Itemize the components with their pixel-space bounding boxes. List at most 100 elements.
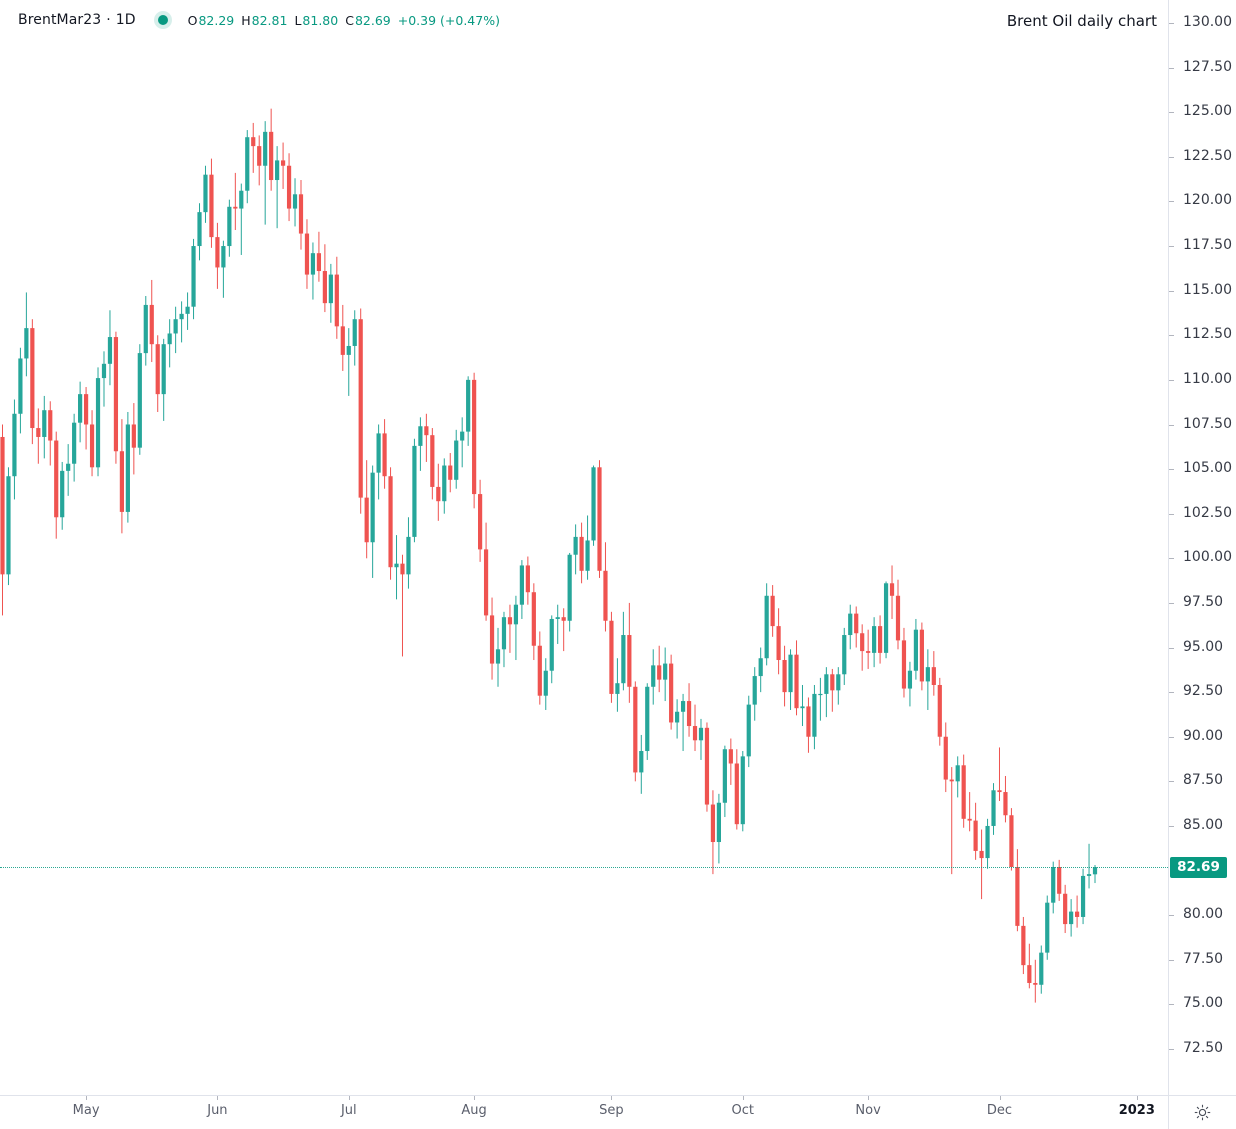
axis-settings-corner[interactable] [1169, 1096, 1236, 1129]
price-tick-mark [1169, 379, 1174, 381]
price-axis[interactable]: 82.69 130.00 127.50 125.00 122.50 120.00 117.… [1169, 0, 1236, 1095]
candle-body [645, 686, 650, 752]
candle-body [257, 146, 262, 166]
candle-body [764, 595, 769, 659]
close-label: C [345, 12, 354, 28]
candle-body [979, 850, 984, 859]
chart-plot-area[interactable]: BrentMar23 · 1D O 82.29 H 82.81 L 81.80 … [0, 0, 1168, 1095]
candle-body [746, 704, 751, 757]
candle-wick [801, 684, 803, 727]
candle-body [1086, 874, 1092, 876]
candle-body [334, 274, 339, 327]
time-axis[interactable]: May Jun Jul Aug Sep Oct Nov Dec 2023 [0, 1096, 1168, 1129]
candle-body [143, 304, 148, 354]
candle-body [555, 617, 560, 619]
price-tick-mark [1169, 826, 1174, 827]
candle-body [239, 190, 244, 209]
price-tick-mark [1169, 915, 1174, 917]
price-axis-label: 125.00 [1183, 103, 1232, 120]
candle-body [818, 693, 823, 696]
settings-gear-icon[interactable] [1194, 1104, 1211, 1121]
candle-wick [401, 554, 403, 657]
candle-wick [222, 240, 224, 298]
price-tick-mark [1169, 201, 1174, 203]
candle-body [680, 701, 686, 712]
candle-body [561, 617, 566, 621]
candle-body [513, 604, 519, 625]
candle-body [430, 435, 435, 487]
candle-body [66, 463, 71, 471]
change-value: +0.39 (+0.47%) [397, 12, 500, 28]
candle-body [197, 212, 202, 247]
candle-body [961, 765, 966, 819]
candle-body [669, 663, 674, 723]
candle-wick [1088, 843, 1090, 889]
price-tick-mark [1169, 67, 1174, 69]
candle-body [919, 629, 924, 682]
series-status-dot-icon [157, 15, 168, 25]
price-axis-label: 75.00 [1183, 995, 1224, 1012]
candle-wick [998, 747, 1000, 801]
price-axis-label: 122.50 [1183, 147, 1232, 164]
price-axis-label: 87.50 [1183, 772, 1224, 789]
price-tick-mark [1169, 335, 1174, 337]
candle-body [245, 137, 250, 191]
candle-body [346, 345, 351, 355]
candle-body [883, 583, 889, 653]
candle-body [131, 424, 136, 448]
price-axis-label: 117.50 [1183, 237, 1232, 253]
candle-body [955, 765, 960, 782]
low-value: 81.80 [302, 12, 339, 28]
candle-body [1075, 911, 1080, 917]
time-tick-mark [742, 1096, 744, 1100]
candle-body [113, 337, 119, 452]
price-tick-mark [1169, 647, 1174, 649]
candle-body [382, 433, 387, 477]
interval-label[interactable]: 1D [115, 12, 136, 28]
candle-body [36, 428, 41, 437]
candle-body [95, 378, 101, 468]
candle-body [704, 727, 710, 805]
candle-body [412, 445, 417, 537]
candle-body [675, 711, 680, 723]
candle-wick [969, 792, 971, 832]
price-axis-label: 92.50 [1183, 683, 1224, 700]
candle-body [901, 640, 907, 689]
candle-body [251, 137, 256, 147]
candle-body [48, 410, 53, 441]
candle-body [1003, 792, 1008, 816]
candle-body [543, 670, 548, 696]
candle-wick [819, 677, 821, 721]
price-tick-mark [1169, 959, 1174, 961]
candle-body [424, 426, 429, 436]
price-axis-label: 97.50 [1183, 593, 1224, 610]
candle-body [872, 626, 877, 653]
candle-body [937, 684, 942, 737]
candle-body [0, 436, 5, 575]
candle-body [973, 820, 978, 851]
candle-body [358, 319, 363, 498]
candle-body [1092, 867, 1098, 875]
candle-body [101, 363, 107, 379]
candle-body [1021, 925, 1026, 966]
candle-body [173, 319, 178, 334]
price-tick-mark [1169, 112, 1174, 114]
candle-body [155, 344, 160, 395]
legend-separator: · [106, 12, 111, 28]
candle-body [209, 174, 214, 238]
candle-body [1033, 982, 1038, 985]
price-tick-mark [1169, 246, 1174, 247]
price-axis-label: 85.00 [1183, 817, 1224, 833]
candle-body [460, 431, 465, 441]
candle-body [734, 763, 739, 825]
candle-body [800, 706, 805, 709]
time-tick-mark [348, 1096, 350, 1100]
candle-body [436, 486, 441, 502]
symbol-name[interactable]: BrentMar23 [18, 12, 102, 28]
candle-body [489, 615, 495, 664]
price-axis-label: 130.00 [1183, 14, 1232, 30]
candle-body [1027, 965, 1032, 983]
candle-body [179, 313, 184, 320]
candle-body [686, 701, 692, 727]
candle-body [967, 818, 972, 821]
